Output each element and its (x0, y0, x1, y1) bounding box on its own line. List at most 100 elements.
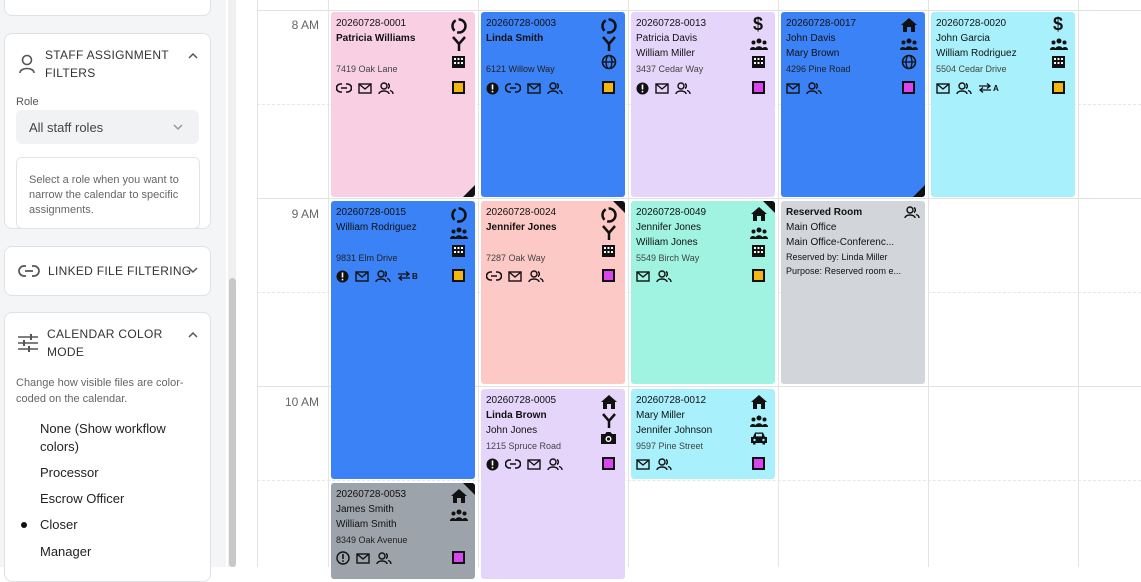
radio-option-processor[interactable]: Processor (16, 465, 99, 480)
appointment-card[interactable]: 20260728-0001 Patricia Williams 7419 Oak… (331, 12, 475, 197)
status-square (452, 81, 465, 94)
user-icon (19, 54, 35, 74)
alert-icon (486, 82, 499, 94)
appointment-card[interactable]: 20260728-0053 James Smith William Smith … (331, 483, 475, 579)
property-address: 6121 Willow Way (486, 64, 555, 74)
home-icon (901, 18, 917, 32)
property-address: 9831 Elm Drive (336, 253, 398, 263)
staff-panel-title[interactable]: STAFF ASSIGNMENT FILTERS (45, 46, 169, 82)
file-number: 20260728-0020 (936, 18, 1007, 29)
client-name-2: Mary Brown (786, 48, 840, 59)
camera-icon (601, 432, 616, 444)
sidebar: STAFF ASSIGNMENT FILTERS Role All staff … (0, 0, 226, 582)
appointment-card[interactable]: 20260728-0017 John Davis Mary Brown 4296… (781, 12, 925, 197)
mail-icon (508, 270, 522, 282)
users-icon (375, 269, 391, 282)
hour-label-8am: 8 AM (291, 18, 319, 32)
chevron-down-icon[interactable] (186, 263, 200, 277)
linked-panel-title: LINKED FILE FILTERING (48, 264, 192, 278)
mail-icon (358, 82, 372, 94)
linked-file-panel[interactable]: LINKED FILE FILTERING (4, 246, 211, 296)
group-icon (900, 38, 918, 50)
reserved-room-card[interactable]: Reserved Room Main Office Main Office-Co… (781, 201, 925, 384)
chevron-up-icon[interactable] (186, 328, 200, 342)
client-name: Jennifer Jones (636, 222, 702, 233)
property-address: 5504 Cedar Drive (936, 64, 1007, 74)
card-icon-row (336, 81, 394, 95)
file-number: 20260728-0049 (636, 207, 707, 218)
radio-option-closer[interactable]: Closer (16, 517, 78, 532)
color-panel-title[interactable]: CALENDAR COLOR MODE (47, 325, 163, 361)
mail-icon (355, 270, 369, 282)
card-icon-row (636, 269, 672, 283)
half-hour-line (257, 480, 1141, 482)
property-address: 7419 Oak Lane (336, 64, 398, 74)
mail-icon (936, 82, 950, 94)
corner-marker (613, 201, 625, 213)
client-name: James Smith (336, 504, 394, 515)
status-square (452, 269, 465, 282)
mail-icon (527, 458, 541, 470)
radio-option-escrow-officer[interactable]: Escrow Officer (16, 491, 124, 506)
reserved-purpose: Purpose: Reserved room e... (786, 266, 902, 276)
radio-option-manager[interactable]: Manager (16, 544, 91, 559)
property-address: 4296 Pine Road (786, 64, 851, 74)
color-mode-panel: CALENDAR COLOR MODE Change how visible f… (4, 312, 211, 582)
client-name: John Davis (786, 33, 836, 44)
home-icon (601, 395, 617, 409)
appointment-card[interactable]: 20260728-0020 John Garcia William Rodrig… (931, 12, 1075, 197)
appointment-card[interactable]: 20260728-0013 Patricia Davis William Mil… (631, 12, 775, 197)
role-help-box: Select a role when you want to narrow th… (16, 157, 200, 229)
radio-label-processor: Processor (40, 465, 99, 480)
link-icon (336, 83, 352, 93)
color-desc-line2: coded on the calendar. (16, 393, 128, 405)
role-help-line1: Select a role when you want to (29, 174, 179, 186)
card-icon-row (486, 457, 563, 471)
staff-assignment-panel: STAFF ASSIGNMENT FILTERS Role All staff … (4, 33, 211, 229)
status-square (752, 269, 765, 282)
appointment-card[interactable]: 20260728-0049 Jennifer Jones William Jon… (631, 201, 775, 384)
client-name: John Garcia (936, 33, 990, 44)
chevron-up-icon[interactable] (186, 49, 200, 63)
sidebar-scrollbar-thumb[interactable] (229, 278, 236, 567)
appointment-card[interactable]: 20260728-0015 William Rodriguez 9831 Elm… (331, 201, 475, 479)
file-number: 20260728-0015 (336, 207, 407, 218)
corner-marker (463, 185, 475, 197)
users-icon (378, 81, 394, 94)
card-icon-row (636, 457, 672, 471)
role-select[interactable]: All staff roles (16, 110, 199, 144)
chevron-down-icon (173, 124, 183, 131)
property-address: 1215 Spruce Road (486, 441, 562, 451)
radio-label-none-cont: colors) (40, 439, 80, 454)
alert-outline-icon (336, 551, 350, 565)
appointment-card[interactable]: 20260728-0024 Jennifer Jones 7287 Oak Wa… (481, 201, 625, 384)
swap-badge: B (397, 271, 418, 281)
link-icon (486, 271, 502, 281)
appointment-card[interactable]: 20260728-0012 Mary Miller Jennifer Johns… (631, 389, 775, 479)
refresh-icon (601, 18, 617, 34)
status-square (602, 457, 615, 470)
appointment-card[interactable]: 20260728-0003 Linda Smith 6121 Willow Wa… (481, 12, 625, 197)
role-help-text: Select a role when you want to narrow th… (29, 173, 179, 218)
mail-icon (636, 270, 650, 282)
hour-line (257, 10, 1141, 11)
property-address: 9597 Pine Street (636, 441, 704, 451)
role-help-line2: narrow the calendar to specific (29, 189, 179, 201)
file-number: 20260728-0003 (486, 18, 557, 29)
car-icon (751, 432, 767, 445)
radio-option-none[interactable]: None (Show workflow colors) (16, 420, 166, 456)
card-icon-row: A (936, 81, 999, 95)
group-icon (1050, 38, 1068, 50)
signature-icon (602, 36, 616, 51)
appointment-card[interactable]: 20260728-0005 Linda Brown John Jones 121… (481, 389, 625, 579)
file-number: 20260728-0005 (486, 395, 557, 406)
status-square (752, 457, 765, 470)
gutter-line (257, 0, 258, 567)
group-icon (750, 227, 768, 239)
card-icon-row (636, 81, 691, 95)
sliders-icon (18, 334, 38, 352)
building-icon (1052, 56, 1065, 68)
client-name-2: William Miller (636, 48, 695, 59)
refresh-icon (451, 18, 467, 34)
property-address: 3437 Cedar Way (636, 64, 704, 74)
